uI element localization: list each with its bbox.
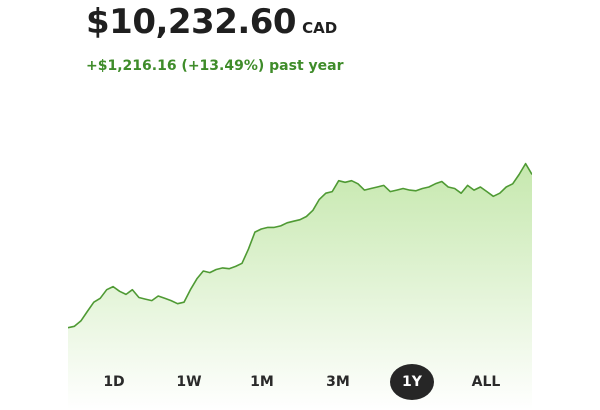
chart-area-fill bbox=[68, 163, 532, 410]
portfolio-panel: $10,232.60 CAD +$1,216.16 (+13.49%) past… bbox=[68, 0, 532, 410]
range-tab-1m[interactable]: 1M bbox=[250, 374, 274, 390]
portfolio-chart bbox=[68, 162, 532, 410]
balance-currency: CAD bbox=[302, 19, 338, 37]
range-tab-1d[interactable]: 1D bbox=[103, 374, 125, 390]
balance-change: +$1,216.16 (+13.49%) past year bbox=[86, 58, 344, 74]
balance-header: $10,232.60 CAD bbox=[86, 2, 337, 42]
time-range-selector: 1D 1W 1M 3M 1Y ALL bbox=[68, 360, 532, 404]
range-tab-1y[interactable]: 1Y bbox=[390, 364, 434, 400]
range-tab-1w[interactable]: 1W bbox=[176, 374, 202, 390]
range-tab-3m[interactable]: 3M bbox=[326, 374, 350, 390]
balance-amount: $10,232.60 bbox=[86, 2, 297, 42]
range-tab-all[interactable]: ALL bbox=[471, 374, 501, 390]
